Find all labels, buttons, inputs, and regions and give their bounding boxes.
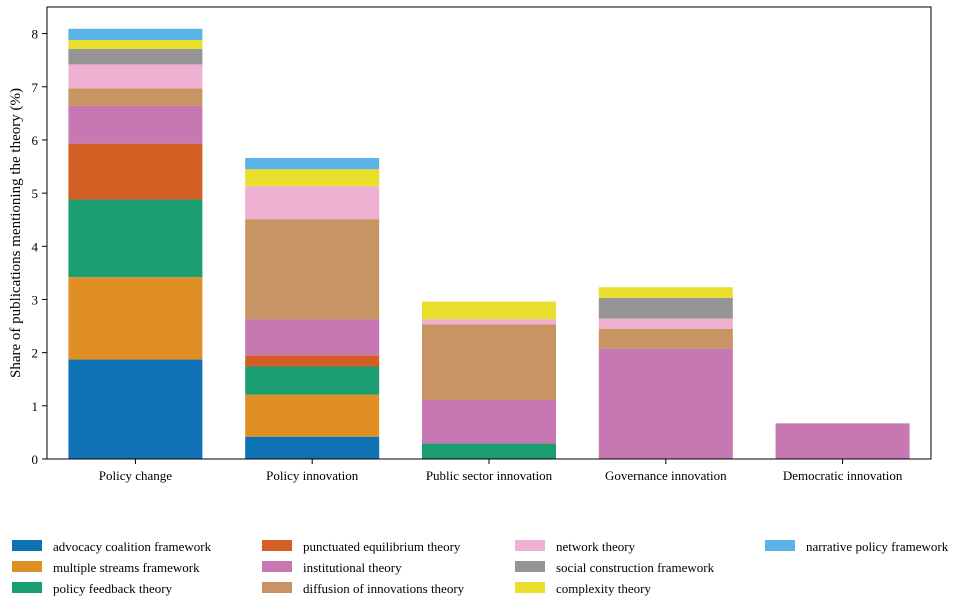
legend-label: multiple streams framework bbox=[53, 560, 200, 575]
bar-segment-social-construction-framework-0 bbox=[68, 49, 203, 65]
bar-segment-narrative-policy-framework-0 bbox=[68, 28, 203, 40]
legend-label: institutional theory bbox=[303, 560, 402, 575]
x-axis: Policy change Policy innovation Public sec… bbox=[99, 459, 903, 483]
bar-segment-network-theory-2 bbox=[422, 319, 556, 325]
bar-segment-diffusion-of-innovations-theory-2 bbox=[422, 324, 556, 400]
bars-layer bbox=[68, 28, 910, 459]
bar-segment-institutional-theory-4 bbox=[775, 423, 910, 459]
bar-segment-advocacy-coalition-framework-1 bbox=[245, 436, 380, 459]
legend-swatch bbox=[12, 582, 42, 593]
legend-label: advocacy coalition framework bbox=[53, 539, 212, 554]
bar-segment-policy-feedback-theory-0 bbox=[68, 199, 203, 278]
bar-segment-diffusion-of-innovations-theory-1 bbox=[245, 219, 380, 320]
y-tick-label: 7 bbox=[32, 80, 39, 95]
y-axis: 0 1 2 3 4 5 6 7 8 bbox=[32, 27, 47, 467]
bar-segment-narrative-policy-framework-1 bbox=[245, 158, 380, 170]
bar-segment-institutional-theory-1 bbox=[245, 319, 380, 356]
bar-segment-social-construction-framework-3 bbox=[598, 297, 733, 319]
bar-segment-institutional-theory-2 bbox=[422, 399, 556, 444]
y-tick-label: 1 bbox=[32, 399, 39, 414]
plot-frame bbox=[46, 6, 932, 460]
bar-segment-complexity-theory-3 bbox=[598, 287, 733, 298]
legend-swatch bbox=[262, 582, 292, 593]
bar-segment-diffusion-of-innovations-theory-3 bbox=[598, 328, 733, 349]
y-axis-label: Share of publications mentioning the the… bbox=[8, 88, 24, 378]
legend-swatch bbox=[262, 561, 292, 572]
legend-label: policy feedback theory bbox=[53, 581, 173, 596]
x-tick-label: Public sector innovation bbox=[426, 468, 553, 483]
bar-segment-punctuated-equilibrium-theory-1 bbox=[245, 355, 380, 367]
bar-segment-policy-feedback-theory-1 bbox=[245, 366, 380, 395]
x-tick-label: Governance innovation bbox=[605, 468, 727, 483]
legend-label: social construction framework bbox=[556, 560, 715, 575]
bar-segment-diffusion-of-innovations-theory-0 bbox=[68, 88, 203, 106]
bar-segment-advocacy-coalition-framework-0 bbox=[68, 359, 203, 459]
legend-swatch bbox=[515, 561, 545, 572]
bar-segment-network-theory-1 bbox=[245, 186, 380, 220]
y-tick-label: 5 bbox=[32, 186, 39, 201]
bar-segment-complexity-theory-1 bbox=[245, 169, 380, 187]
legend-label: punctuated equilibrium theory bbox=[303, 539, 461, 554]
legend-swatch bbox=[515, 582, 545, 593]
bar-segment-network-theory-3 bbox=[598, 318, 733, 329]
bar-segment-multiple-streams-framework-0 bbox=[68, 277, 203, 360]
legend-swatch bbox=[765, 540, 795, 551]
bar-segment-multiple-streams-framework-1 bbox=[245, 394, 380, 437]
legend-swatch bbox=[262, 540, 292, 551]
x-tick-label: Policy innovation bbox=[266, 468, 359, 483]
bar-segment-punctuated-equilibrium-theory-0 bbox=[68, 143, 203, 200]
legend-swatch bbox=[12, 540, 42, 551]
legend: advocacy coalition framework multiple str… bbox=[12, 539, 949, 596]
y-tick-label: 2 bbox=[32, 346, 39, 361]
legend-label: diffusion of innovations theory bbox=[303, 581, 465, 596]
legend-swatch bbox=[515, 540, 545, 551]
y-tick-label: 3 bbox=[32, 292, 39, 307]
bar-segment-policy-feedback-theory-2 bbox=[422, 443, 556, 459]
bar-segment-complexity-theory-0 bbox=[68, 39, 203, 50]
legend-swatch bbox=[12, 561, 42, 572]
x-tick-label: Policy change bbox=[99, 468, 173, 483]
legend-label: network theory bbox=[556, 539, 636, 554]
bar-segment-network-theory-0 bbox=[68, 64, 203, 89]
y-tick-label: 4 bbox=[32, 239, 39, 254]
bar-segment-institutional-theory-0 bbox=[68, 105, 203, 144]
bar-segment-complexity-theory-2 bbox=[422, 301, 556, 320]
bar-segment-institutional-theory-3 bbox=[598, 348, 733, 459]
y-tick-label: 6 bbox=[32, 133, 39, 148]
y-tick-label: 8 bbox=[32, 27, 39, 42]
x-tick-label: Democratic innovation bbox=[783, 468, 903, 483]
y-tick-label: 0 bbox=[32, 452, 39, 467]
legend-label: complexity theory bbox=[556, 581, 651, 596]
legend-label: narrative policy framework bbox=[806, 539, 949, 554]
